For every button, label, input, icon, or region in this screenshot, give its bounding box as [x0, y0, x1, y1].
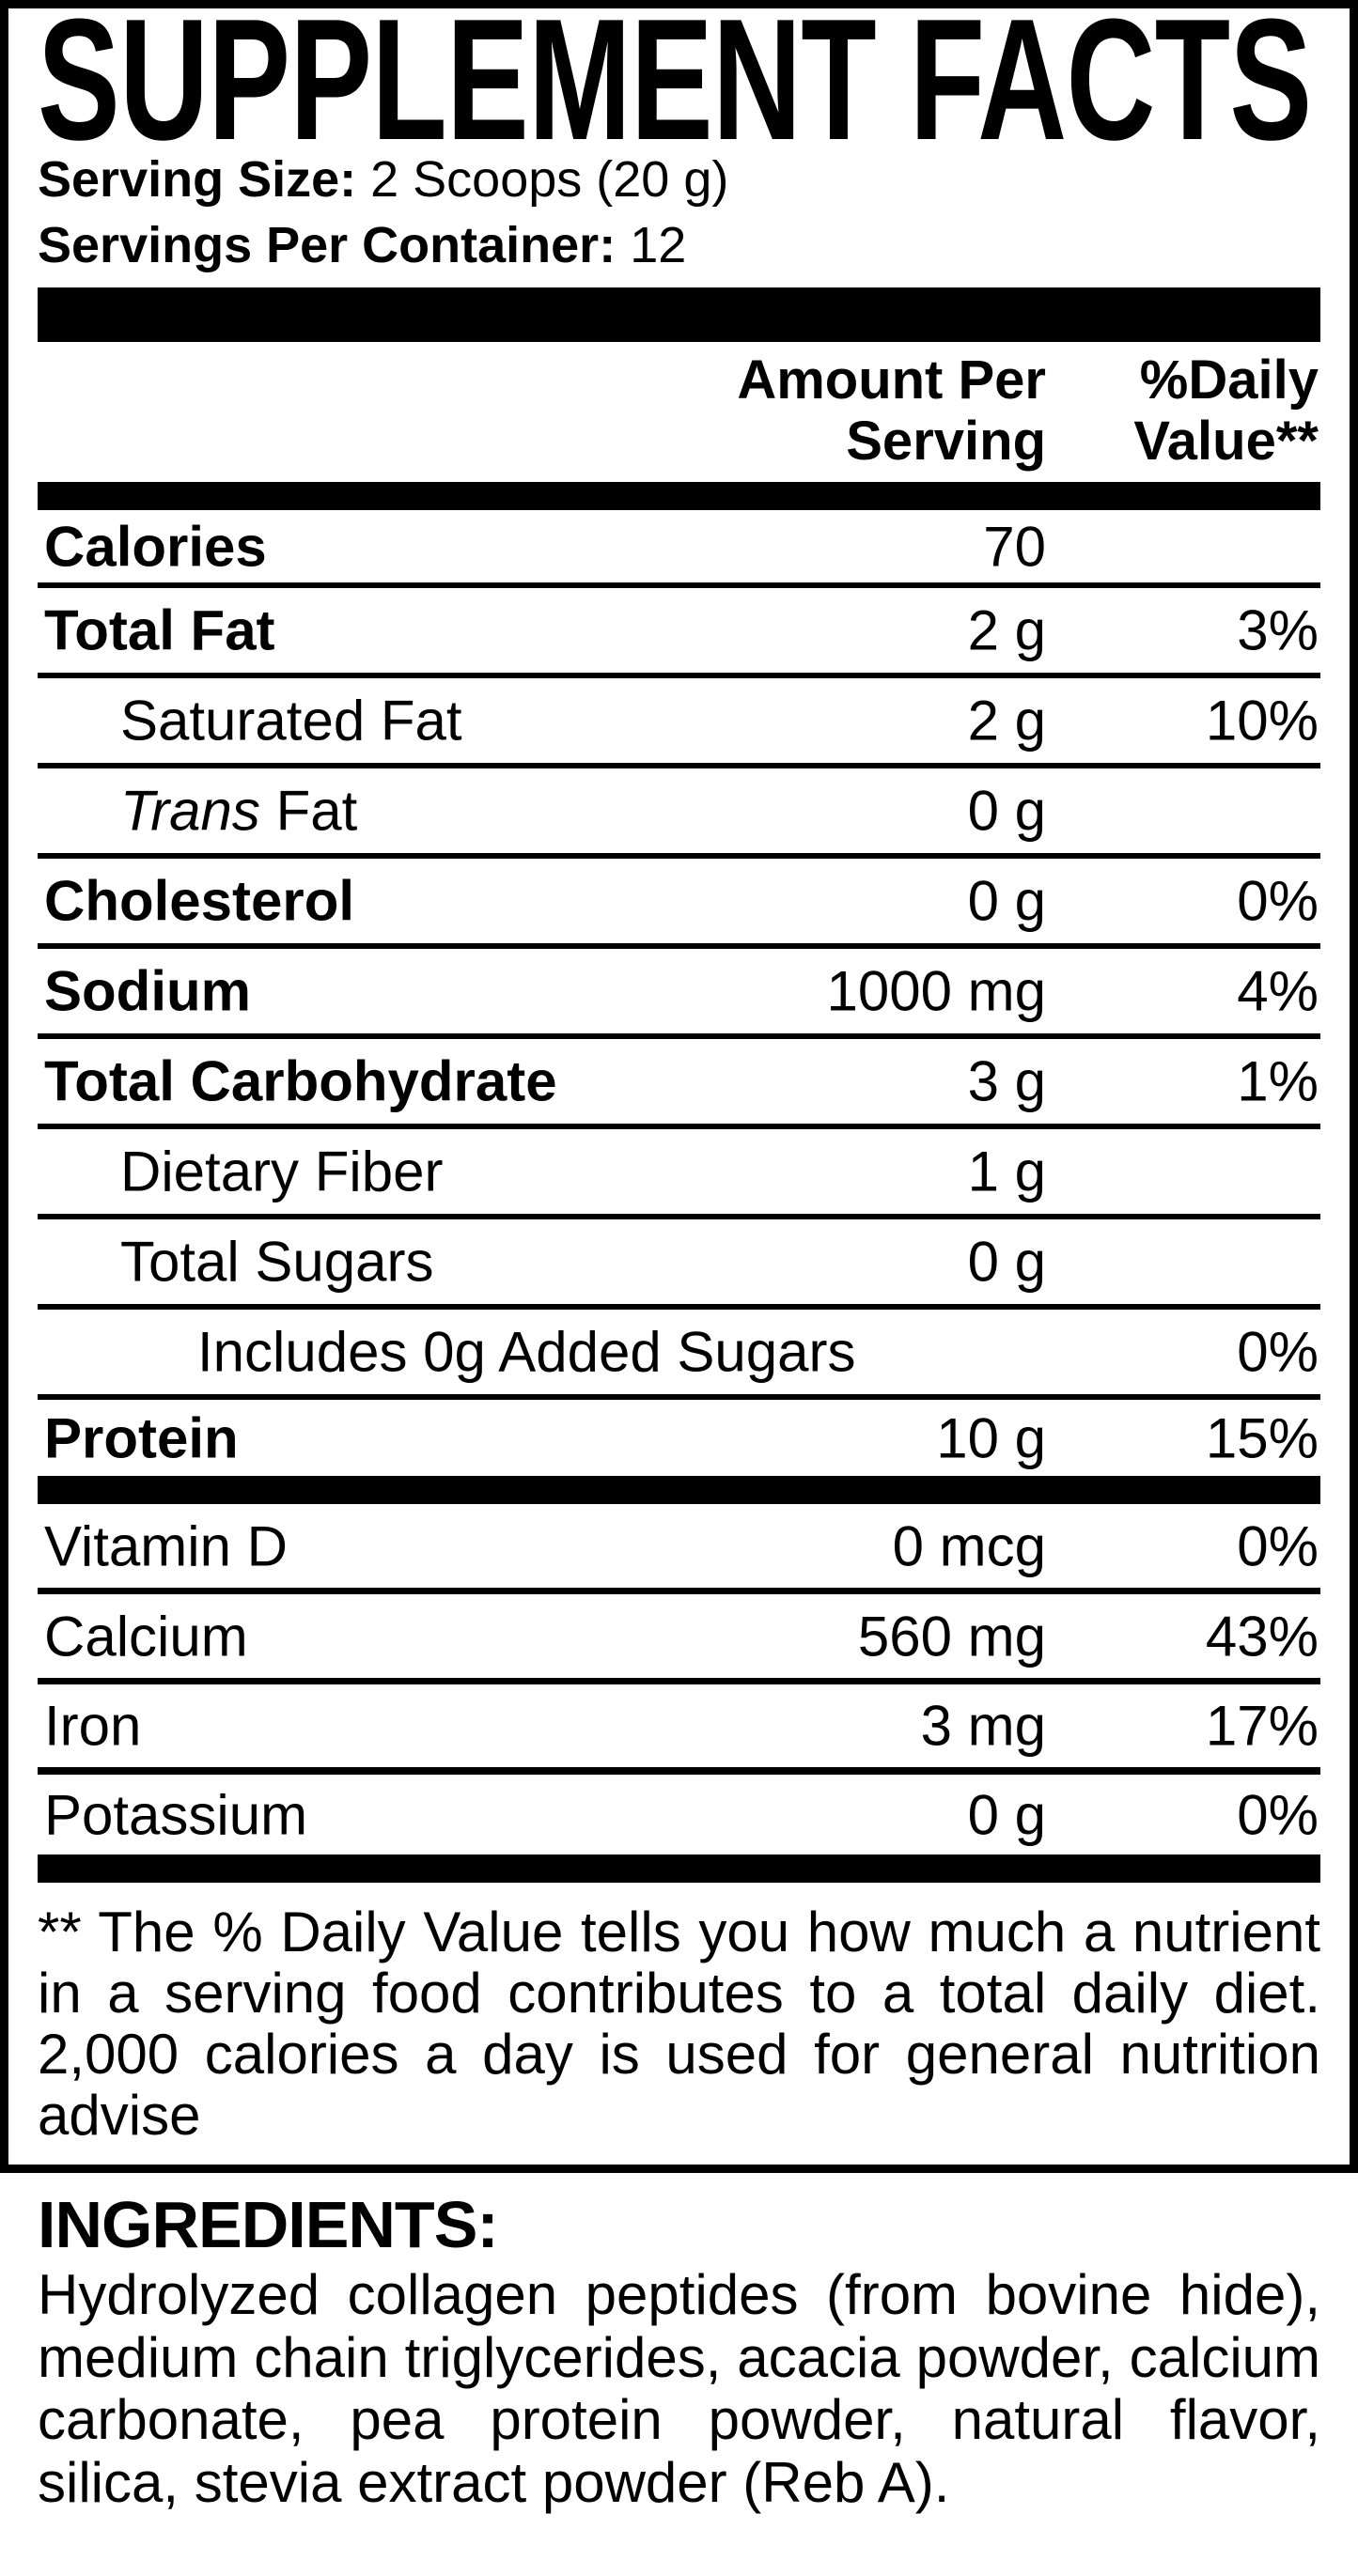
- amount-per-serving-header: Amount Per Serving: [737, 349, 1046, 472]
- vitamin-label: Potassium: [44, 1783, 308, 1846]
- nutrient-amount: 70: [983, 515, 1046, 578]
- servings-per-container: Servings Per Container: 12: [38, 212, 686, 278]
- vitamin-amount: 3 mg: [920, 1694, 1046, 1758]
- nutrient-row-cholesterol: Cholesterol 0 g 0%: [38, 859, 1320, 949]
- nutrient-dv: 10%: [1205, 689, 1319, 753]
- nutrient-label: Total Fat: [44, 598, 275, 662]
- amount-header-line1: Amount Per: [737, 349, 1046, 411]
- nutrient-row-trans-fat: Trans Fat 0 g: [38, 768, 1320, 859]
- daily-value-footnote: ** The % Daily Value tells you how much …: [38, 1901, 1320, 2147]
- nutrient-row-calories: Calories 70: [38, 510, 1320, 588]
- nutrient-label: Calories: [44, 515, 267, 578]
- thick-divider: [38, 482, 1320, 510]
- nutrient-label: Protein: [44, 1406, 239, 1469]
- nutrient-table: Calories 70 Total Fat 2 g 3% Saturated F…: [38, 510, 1320, 1476]
- vitamin-row-potassium: Potassium 0 g 0%: [38, 1775, 1320, 1854]
- servings-per-container-label: Servings Per Container:: [38, 217, 617, 273]
- vitamin-row-iron: Iron 3 mg 17%: [38, 1684, 1320, 1775]
- nutrient-amount: 2 g: [967, 598, 1046, 662]
- nutrient-label: Dietary Fiber: [120, 1140, 444, 1203]
- nutrient-dv: 3%: [1237, 598, 1319, 662]
- nutrient-row-total-sugars: Total Sugars 0 g: [38, 1219, 1320, 1310]
- nutrient-dv: 0%: [1237, 1320, 1319, 1384]
- nutrient-label-italic: Trans: [120, 779, 260, 843]
- nutrient-amount: 0 g: [967, 779, 1046, 843]
- supplement-facts-panel: [0, 0, 1358, 2173]
- thick-divider: [38, 287, 1320, 342]
- vitamin-label: Vitamin D: [44, 1514, 288, 1577]
- nutrient-amount: 10 g: [936, 1406, 1046, 1469]
- nutrient-label: Includes 0g Added Sugars: [197, 1320, 856, 1384]
- nutrient-amount: 3 g: [967, 1049, 1046, 1113]
- nutrient-row-added-sugars: Includes 0g Added Sugars 0%: [38, 1310, 1320, 1400]
- nutrient-label-rest: Fat: [259, 779, 358, 843]
- nutrient-amount: 0 g: [967, 869, 1046, 933]
- vitamin-amount: 0 mcg: [892, 1514, 1046, 1577]
- serving-size-value: 2 Scoops (20 g): [370, 151, 729, 208]
- nutrient-amount: 1 g: [967, 1140, 1046, 1203]
- daily-value-header: %Daily Value**: [1133, 349, 1319, 472]
- nutrient-label: Cholesterol: [44, 869, 355, 933]
- nutrient-label: Total Carbohydrate: [44, 1049, 557, 1113]
- nutrient-label: Total Sugars: [120, 1230, 434, 1294]
- vitamin-row-vitamin-d: Vitamin D 0 mcg 0%: [38, 1504, 1320, 1594]
- amount-header-line2: Serving: [846, 411, 1046, 472]
- nutrient-dv: 0%: [1237, 869, 1319, 933]
- vitamin-label: Iron: [44, 1694, 142, 1758]
- vitamin-row-calcium: Calcium 560 mg 43%: [38, 1594, 1320, 1684]
- vitamin-dv: 43%: [1205, 1605, 1319, 1668]
- vitamin-dv: 17%: [1205, 1694, 1319, 1758]
- servings-per-container-value: 12: [630, 217, 687, 273]
- dv-header-line1: %Daily: [1139, 349, 1319, 411]
- nutrient-label: Saturated Fat: [120, 689, 462, 753]
- ingredients-heading: INGREDIENTS:: [38, 2188, 499, 2261]
- dv-header-line2: Value**: [1133, 411, 1319, 472]
- panel-title: SUPPLEMENT FACTS: [38, 0, 1312, 176]
- nutrient-amount: 1000 mg: [826, 959, 1047, 1023]
- nutrient-row-sodium: Sodium 1000 mg 4%: [38, 949, 1320, 1039]
- nutrient-dv: 1%: [1237, 1049, 1319, 1113]
- nutrient-label: Sodium: [44, 959, 251, 1023]
- vitamin-amount: 0 g: [967, 1783, 1046, 1846]
- nutrient-row-saturated-fat: Saturated Fat 2 g 10%: [38, 678, 1320, 768]
- vitamin-label: Calcium: [44, 1605, 248, 1668]
- nutrient-dv: 4%: [1237, 959, 1319, 1023]
- nutrient-row-total-carbohydrate: Total Carbohydrate 3 g 1%: [38, 1039, 1320, 1129]
- serving-size-label: Serving Size:: [38, 151, 357, 208]
- nutrient-row-total-fat: Total Fat 2 g 3%: [38, 588, 1320, 678]
- nutrient-dv: 15%: [1205, 1406, 1319, 1469]
- nutrient-row-protein: Protein 10 g 15%: [38, 1400, 1320, 1476]
- serving-size: Serving Size: 2 Scoops (20 g): [38, 147, 728, 212]
- thick-divider: [38, 1854, 1320, 1883]
- vitamin-dv: 0%: [1237, 1514, 1319, 1577]
- thick-divider: [38, 1476, 1320, 1504]
- nutrient-row-dietary-fiber: Dietary Fiber 1 g: [38, 1129, 1320, 1219]
- nutrient-amount: 0 g: [967, 1230, 1046, 1294]
- nutrient-label: Trans Fat: [120, 779, 357, 844]
- vitamin-amount: 560 mg: [857, 1605, 1046, 1668]
- vitamin-dv: 0%: [1237, 1783, 1319, 1846]
- vitamin-table: Vitamin D 0 mcg 0% Calcium 560 mg 43% Ir…: [38, 1504, 1320, 1854]
- nutrient-amount: 2 g: [967, 689, 1046, 753]
- ingredients-text: Hydrolyzed collagen peptides (from bovin…: [38, 2263, 1320, 2514]
